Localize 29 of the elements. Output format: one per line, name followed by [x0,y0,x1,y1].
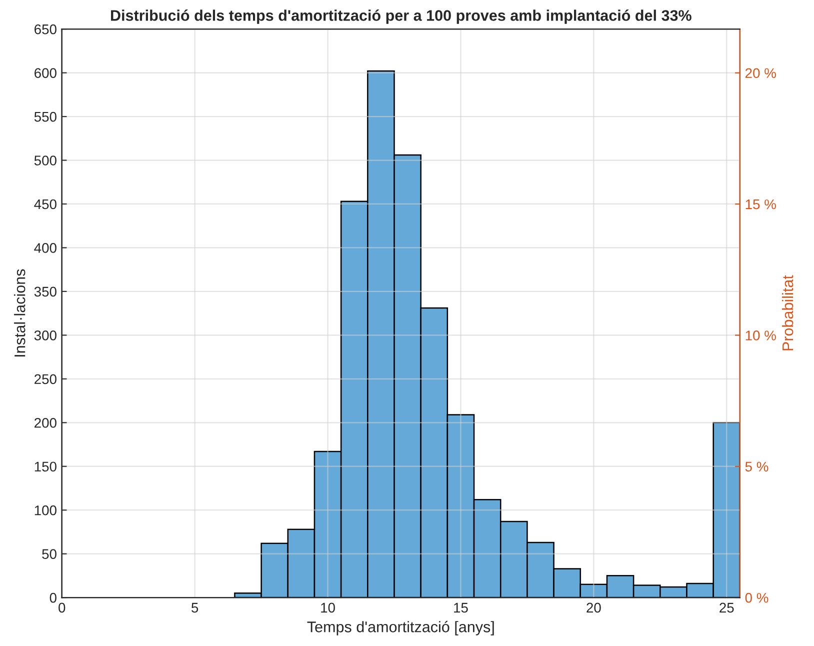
y-tick-label: 50 [42,549,56,559]
y-tick-label: 400 [34,243,56,253]
y-tick-label: 600 [34,68,56,78]
y-tick-label: 250 [34,374,56,384]
y2-tick-label: 0 % [745,592,768,603]
y2-tick-label: 5 % [745,462,768,472]
x-axis-title: Temps d'amortització [anys] [307,620,494,636]
x-tick-label: 10 [321,602,335,613]
x-tick-label: 5 [192,602,198,613]
y-tick-label: 0 [50,592,56,603]
y-tick-label: 450 [34,199,56,210]
y-tick-label: 100 [34,505,56,516]
chart-title: Distribució dels temps d'amortització per a 100 proves amb implantació del 33% [111,10,692,24]
y2-tick-label: 20 % [745,68,776,78]
x-tick-label: 25 [720,602,734,613]
y-tick-label: 300 [34,330,56,340]
x-tick-label: 15 [454,602,468,613]
y-tick-label: 650 [34,24,56,34]
y-tick-label: 150 [34,462,56,472]
x-tick-label: 20 [586,602,601,613]
y2-tick-label: 10 % [746,330,776,340]
y-tick-label: 200 [34,418,56,428]
y-tick-label: 550 [34,112,56,122]
y2-tick-label: 15 % [746,199,776,210]
x-tick-label: 0 [58,602,66,613]
y-tick-label: 500 [34,156,56,166]
y-axis-title: Instal·lacions [14,269,26,356]
y-tick-label: 350 [34,286,56,297]
y2-axis-title: Probabilitat [782,275,794,350]
